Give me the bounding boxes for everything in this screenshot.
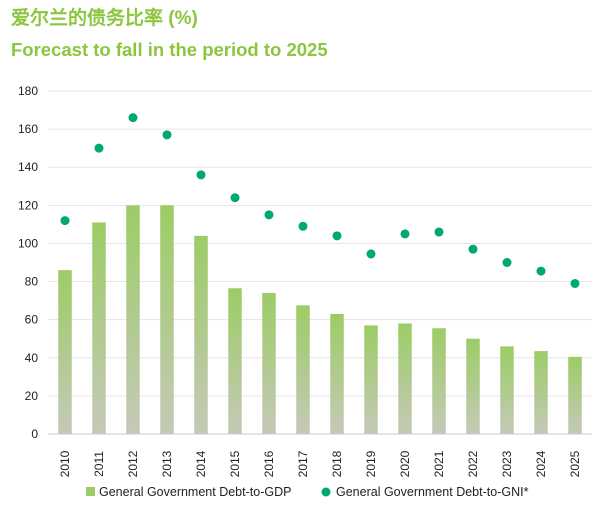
bar-2022 xyxy=(466,338,480,434)
x-tick-label: 2022 xyxy=(466,450,480,477)
chart-subtitle: Forecast to fall in the period to 2025 xyxy=(11,39,328,60)
bar-2013 xyxy=(160,205,174,434)
chart-title: 爱尔兰的债务比率 (%) xyxy=(11,8,198,29)
x-tick-label: 2015 xyxy=(228,450,242,477)
y-tick-label: 20 xyxy=(25,389,39,403)
bar-2015 xyxy=(228,288,242,434)
bar-2023 xyxy=(500,346,514,434)
legend-swatch-debt-to-gni xyxy=(321,487,331,497)
x-tick-label: 2018 xyxy=(330,450,344,477)
x-tick-label: 2011 xyxy=(92,451,106,477)
dot-2020 xyxy=(400,229,410,239)
dot-2011 xyxy=(94,143,104,153)
axes: 0 20 40 60 80 100 120 140 160 180 2010 2011 2012 2013… xyxy=(18,84,592,477)
x-tick-label: 2019 xyxy=(364,450,378,477)
legend-label-debt-to-gdp: General Government Debt-to-GDP xyxy=(99,485,291,499)
x-tick-label: 2016 xyxy=(262,450,276,477)
dot-2016 xyxy=(264,210,274,220)
dot-2025 xyxy=(570,278,580,288)
bar-2024 xyxy=(534,351,548,434)
x-tick-label: 2014 xyxy=(194,450,208,477)
y-tick-label: 0 xyxy=(31,427,38,441)
dot-2010 xyxy=(60,216,70,226)
y-tick-label: 120 xyxy=(18,198,38,212)
x-tick-label: 2021 xyxy=(432,450,446,477)
dot-2015 xyxy=(230,193,240,203)
dot-series xyxy=(60,113,580,288)
dot-2022 xyxy=(468,244,478,254)
bar-2010 xyxy=(58,270,72,434)
dot-2021 xyxy=(434,227,444,237)
bar-2017 xyxy=(296,305,310,434)
y-tick-label: 140 xyxy=(18,160,38,174)
x-tick-label: 2023 xyxy=(500,450,514,477)
bar-2020 xyxy=(398,323,412,434)
bar-2021 xyxy=(432,328,446,434)
dot-2023 xyxy=(502,258,512,267)
dot-2018 xyxy=(332,231,342,241)
y-tick-label: 80 xyxy=(25,275,39,289)
dot-2013 xyxy=(162,130,172,140)
bar-2025 xyxy=(568,356,582,434)
dot-2024 xyxy=(536,266,546,276)
y-tick-label: 40 xyxy=(25,351,39,365)
dot-2017 xyxy=(298,221,308,231)
dot-2019 xyxy=(366,249,376,259)
legend-swatch-debt-to-gdp xyxy=(86,487,95,496)
x-tick-label: 2024 xyxy=(534,450,548,477)
bar-series xyxy=(58,205,582,434)
x-tick-label: 2012 xyxy=(126,450,140,477)
bar-2016 xyxy=(262,292,276,434)
legend-label-debt-to-gni: General Government Debt-to-GNI* xyxy=(336,485,529,499)
y-tick-label: 60 xyxy=(25,313,39,327)
bar-2014 xyxy=(194,235,208,434)
dot-2014 xyxy=(196,170,206,180)
y-tick-label: 180 xyxy=(18,84,38,98)
bar-2019 xyxy=(364,325,378,434)
y-tick-label: 100 xyxy=(18,236,38,250)
legend: General Government Debt-to-GDP General G… xyxy=(86,485,529,499)
bar-2012 xyxy=(126,205,140,434)
y-tick-label: 160 xyxy=(18,122,38,136)
x-tick-label: 2010 xyxy=(58,450,72,477)
x-tick-label: 2013 xyxy=(160,450,174,477)
x-tick-label: 2020 xyxy=(398,450,412,477)
bar-2011 xyxy=(92,222,106,434)
x-tick-label: 2017 xyxy=(296,450,310,477)
x-tick-label: 2025 xyxy=(568,450,582,477)
bar-2018 xyxy=(330,313,344,434)
dot-2012 xyxy=(128,113,138,123)
